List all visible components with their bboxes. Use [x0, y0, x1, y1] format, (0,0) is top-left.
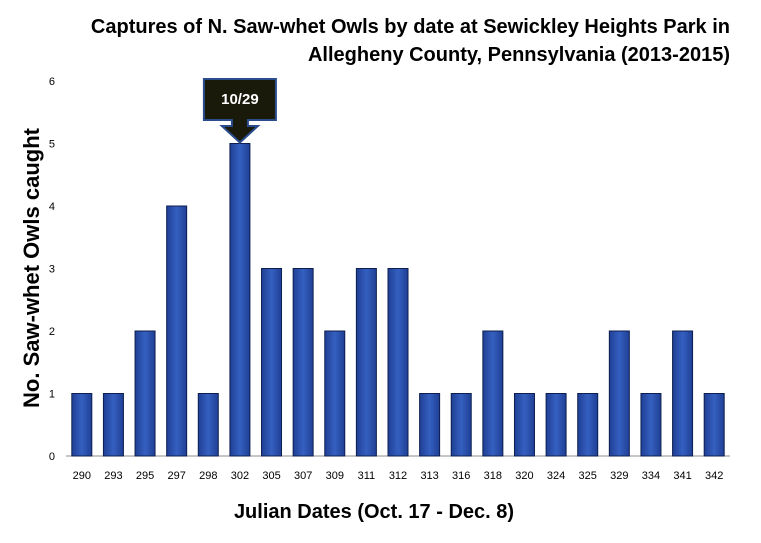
- y-tick-label: 1: [49, 389, 55, 401]
- x-tick-label: 307: [294, 470, 312, 482]
- bar: [197, 393, 219, 457]
- x-tick-label: 320: [515, 470, 533, 482]
- x-tick-label: 325: [579, 470, 597, 482]
- bar: [640, 393, 662, 457]
- bar: [387, 268, 409, 457]
- x-tick-label: 312: [389, 470, 407, 482]
- y-tick-label: 0: [49, 451, 55, 463]
- x-tick-label: 305: [262, 470, 280, 482]
- bar: [102, 393, 124, 457]
- bar: [419, 393, 441, 457]
- x-tick-label: 290: [73, 470, 91, 482]
- x-tick-label: 309: [326, 470, 344, 482]
- y-axis-ticks: 0 1 2 3 4 5 6: [49, 76, 55, 463]
- x-tick-label: 298: [199, 470, 217, 482]
- x-tick-label: 342: [705, 470, 723, 482]
- x-tick-label: 297: [167, 470, 185, 482]
- x-tick-label: 341: [673, 470, 691, 482]
- bar: [166, 205, 188, 457]
- x-tick-label: 311: [358, 470, 376, 482]
- y-tick-label: 2: [49, 326, 55, 338]
- bar: [703, 393, 725, 457]
- date-callout: 10/29: [202, 78, 277, 144]
- bar: [71, 393, 93, 457]
- x-tick-label: 329: [610, 470, 628, 482]
- x-tick-label: 293: [104, 470, 122, 482]
- x-tick-label: 318: [484, 470, 502, 482]
- bar: [608, 330, 630, 457]
- bar: [229, 143, 251, 457]
- x-tick-label: 334: [642, 470, 660, 482]
- callout-arrow-shape: [202, 78, 277, 144]
- bar: [450, 393, 472, 457]
- x-tick-label: 313: [420, 470, 438, 482]
- y-tick-label: 6: [49, 76, 55, 88]
- bar-series: [71, 143, 725, 457]
- y-tick-label: 3: [49, 264, 55, 276]
- y-axis-title: No. Saw-whet Owls caught: [19, 127, 44, 408]
- y-tick-label: 4: [49, 201, 55, 213]
- y-tick-label: 5: [49, 139, 55, 151]
- x-tick-label: 295: [136, 470, 154, 482]
- chart-title-line-1: Captures of N. Saw-whet Owls by date at …: [91, 16, 730, 38]
- x-tick-label: 316: [452, 470, 470, 482]
- callout-label: 10/29: [221, 91, 259, 108]
- bar: [482, 330, 504, 457]
- chart-title-line-2: Allegheny County, Pennsylvania (2013-201…: [308, 44, 730, 66]
- bar: [134, 330, 156, 457]
- x-axis-title: Julian Dates (Oct. 17 - Dec. 8): [234, 501, 514, 523]
- x-tick-label: 324: [547, 470, 565, 482]
- x-tick-label: 302: [231, 470, 249, 482]
- bar: [292, 268, 314, 457]
- bar: [672, 330, 694, 457]
- x-axis-ticks: 290 293 295 297 298 302 305 307 309 311 312 313 316 3…: [73, 470, 724, 482]
- bar: [545, 393, 567, 457]
- bar: [577, 393, 599, 457]
- bar: [324, 330, 346, 457]
- bar: [513, 393, 535, 457]
- bar: [261, 268, 283, 457]
- bar: [355, 268, 377, 457]
